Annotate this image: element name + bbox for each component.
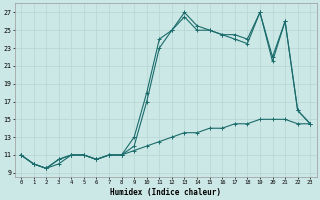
X-axis label: Humidex (Indice chaleur): Humidex (Indice chaleur) bbox=[110, 188, 221, 197]
